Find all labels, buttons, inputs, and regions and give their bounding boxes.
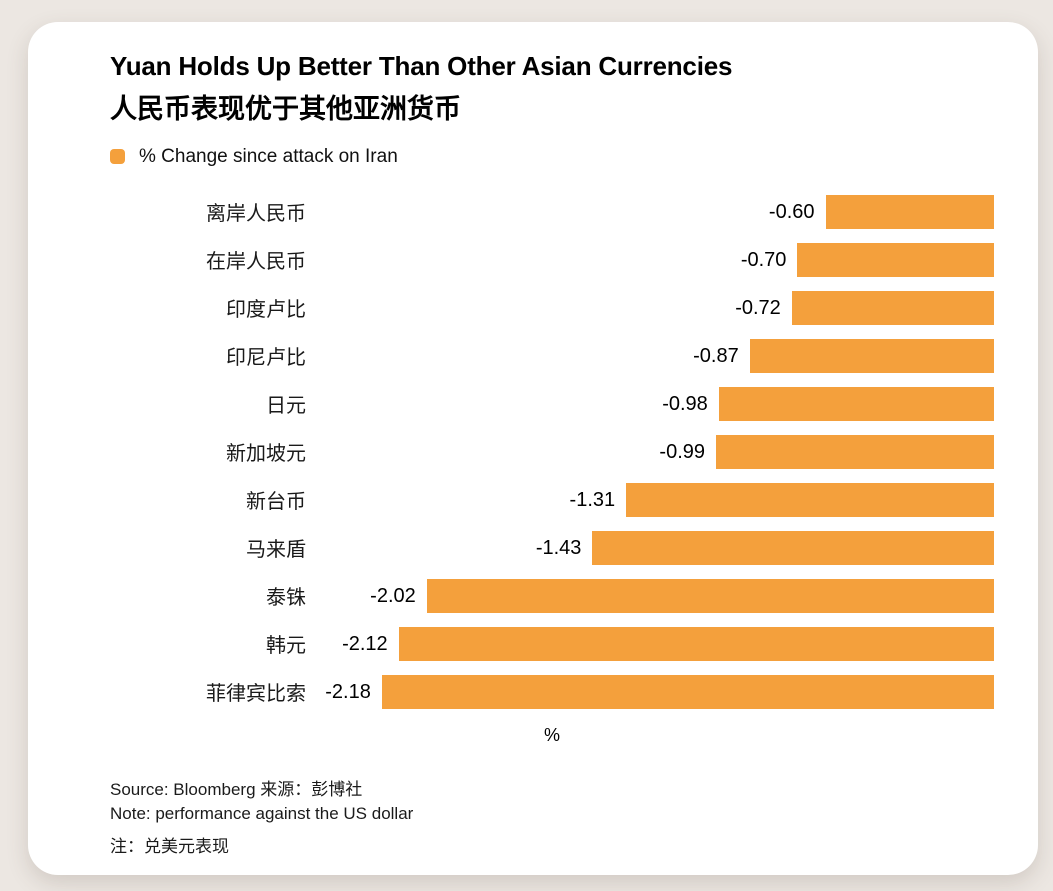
bar-chart: 离岸人民币 -0.60 在岸人民币 -0.70 印度卢比 -0.72 印尼卢比 -0.87 日元… (110, 194, 994, 709)
category-label: 离岸人民币 (206, 203, 306, 226)
category-label: 泰铢 (266, 587, 306, 610)
note-line-en: Note: performance against the US dollar (110, 803, 414, 823)
legend-label: % Change since attack on Iran (139, 145, 398, 167)
chart-card: Yuan Holds Up Better Than Other Asian Cu… (28, 22, 1038, 875)
bar (626, 482, 994, 517)
note-line-zh: 注：兑美元表现 (110, 836, 229, 856)
bar-row: 印度卢比 -0.72 (110, 290, 994, 325)
bar (825, 194, 994, 229)
value-label: -2.02 (370, 584, 416, 607)
category-label: 新加坡元 (226, 443, 306, 466)
category-label: 印度卢比 (226, 299, 306, 322)
chart-title: Yuan Holds Up Better Than Other Asian Cu… (110, 51, 733, 81)
bar (398, 626, 994, 661)
bar-row: 菲律宾比索 -2.18 (110, 674, 994, 709)
bar-plot-area: -0.60 (306, 194, 994, 229)
source-line: Source: Bloomberg 来源：彭博社 (110, 779, 363, 799)
bar (592, 530, 994, 565)
bar-row: 日元 -0.98 (110, 386, 994, 421)
bar (797, 242, 994, 277)
bar (749, 338, 994, 373)
value-label: -1.43 (535, 536, 582, 559)
value-label: -1.31 (569, 488, 616, 511)
bar-plot-area: -1.31 (306, 482, 994, 517)
value-label: -0.60 (768, 200, 815, 223)
value-label: -0.98 (662, 392, 708, 415)
chart-subtitle-zh: 人民币表现优于其他亚洲货币 (110, 93, 461, 124)
bar (716, 434, 994, 469)
bar-plot-area: -0.87 (306, 338, 994, 373)
bar-row: 泰铢 -2.02 (110, 578, 994, 613)
bar-plot-area: -2.02 (306, 578, 994, 613)
bar-plot-area: -0.72 (306, 290, 994, 325)
bar (791, 290, 994, 325)
bar-row: 印尼卢比 -0.87 (110, 338, 994, 373)
legend-swatch-icon (110, 149, 125, 165)
value-label: -0.99 (659, 440, 705, 463)
bar-row: 新加坡元 -0.99 (110, 434, 994, 469)
value-label: -2.12 (342, 632, 388, 655)
bar-row: 在岸人民币 -0.70 (110, 242, 994, 277)
bar-row: 韩元 -2.12 (110, 626, 994, 661)
bar (718, 386, 994, 421)
bar-row: 离岸人民币 -0.60 (110, 194, 994, 229)
bar (381, 674, 994, 709)
legend: % Change since attack on Iran (110, 145, 994, 167)
category-label: 新台币 (246, 491, 306, 514)
category-label: 马来盾 (246, 539, 306, 562)
category-label: 在岸人民币 (206, 251, 306, 274)
bar-row: 马来盾 -1.43 (110, 530, 994, 565)
bar-plot-area: -2.12 (306, 626, 994, 661)
bar-row: 新台币 -1.31 (110, 482, 994, 517)
value-label: -0.72 (735, 296, 781, 319)
bar-plot-area: -2.18 (306, 674, 994, 709)
bar (426, 578, 994, 613)
value-label: -0.87 (693, 344, 739, 367)
category-label: 印尼卢比 (226, 347, 306, 370)
bar-plot-area: -1.43 (306, 530, 994, 565)
value-label: -2.18 (325, 680, 371, 703)
category-label: 日元 (266, 395, 306, 418)
value-label: -0.70 (740, 248, 787, 271)
bar-plot-area: -0.70 (306, 242, 994, 277)
category-label: 韩元 (266, 635, 306, 658)
category-label: 菲律宾比索 (206, 683, 306, 706)
chart-footer: Source: Bloomberg 来源：彭博社 Note: performan… (110, 778, 994, 858)
x-axis-label: % (543, 724, 560, 745)
bar-plot-area: -0.99 (306, 434, 994, 469)
bar-plot-area: -0.98 (306, 386, 994, 421)
